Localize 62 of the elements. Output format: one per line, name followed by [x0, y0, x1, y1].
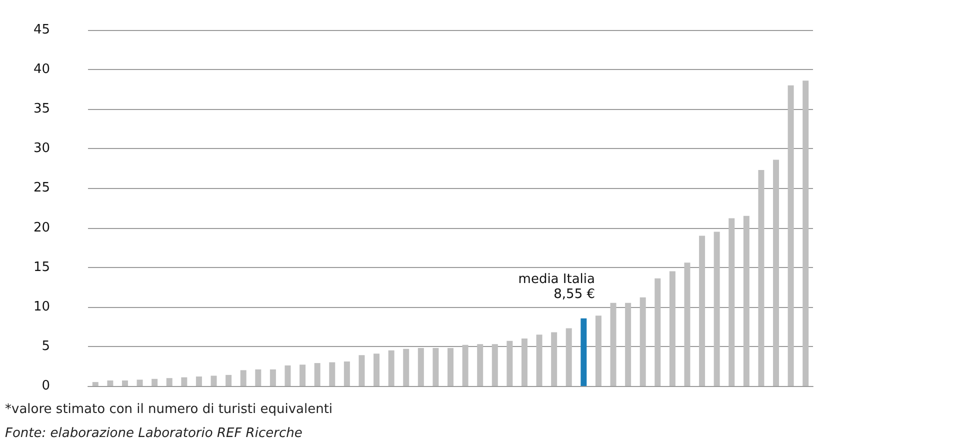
y-tick-label: 20 [33, 220, 50, 236]
bar [314, 363, 320, 386]
y-tick-label: 40 [33, 62, 50, 78]
y-tick-label: 0 [42, 378, 50, 394]
bar [728, 218, 735, 386]
bar [196, 376, 202, 386]
bar [107, 380, 114, 386]
bar [610, 302, 616, 386]
bar [684, 262, 690, 386]
bar [699, 236, 706, 386]
bar [758, 170, 764, 386]
bar [374, 354, 380, 386]
bar [462, 344, 468, 386]
bar [166, 378, 172, 386]
bar [358, 355, 365, 386]
bar [640, 297, 646, 386]
text: *valore stimato con il numero di turisti equivalenti [5, 402, 333, 417]
bar [743, 216, 750, 386]
bar [566, 328, 572, 386]
bar [714, 232, 720, 386]
bar [802, 80, 809, 386]
bar [669, 271, 676, 386]
bar [92, 382, 98, 386]
bar [432, 348, 439, 386]
bar [344, 361, 350, 386]
y-tick-label: 45 [33, 22, 50, 38]
y-tick-label: 25 [33, 180, 50, 196]
bar [477, 344, 484, 386]
bar [210, 376, 217, 386]
y-tick-label: 10 [33, 299, 50, 314]
bar [388, 350, 394, 386]
bar [181, 377, 188, 386]
bar [152, 378, 158, 386]
bar [521, 338, 528, 386]
bar [403, 348, 410, 386]
bar [418, 348, 424, 386]
bar [788, 85, 794, 386]
bar [255, 369, 262, 386]
bar [773, 160, 780, 386]
bar [492, 344, 498, 386]
annotation: media Italia 8,55 € [518, 272, 595, 302]
bar [300, 364, 306, 386]
y-tick-label: 15 [33, 260, 50, 275]
bar [536, 334, 542, 386]
bar [625, 302, 632, 386]
bar [226, 374, 232, 386]
bar [270, 369, 276, 386]
bar [240, 370, 246, 386]
bar [122, 380, 128, 386]
y-tick-label: 35 [33, 102, 50, 117]
source-note: Fonte: elaborazione Laboratorio REF Ricerche [5, 426, 302, 441]
y-tick-label: 30 [33, 141, 50, 156]
bar [506, 340, 513, 386]
bar [136, 380, 143, 386]
bar [580, 318, 587, 386]
y-tick-label: 5 [42, 338, 50, 354]
bar [551, 332, 558, 386]
bar [448, 348, 454, 386]
bar [654, 278, 661, 386]
bar [329, 362, 336, 386]
bar [595, 316, 602, 386]
bar [284, 365, 291, 386]
